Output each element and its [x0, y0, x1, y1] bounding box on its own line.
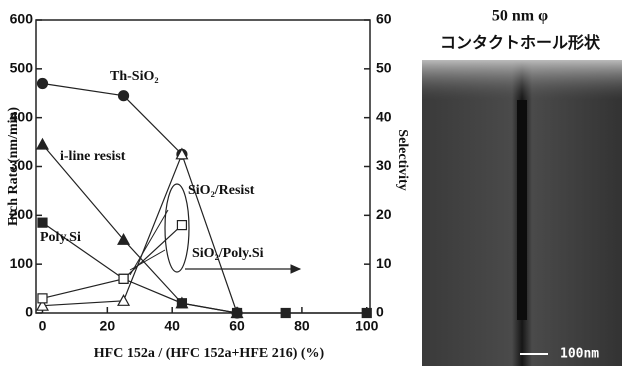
series-label: SiO₂/Poly.Si	[192, 246, 264, 261]
marker	[38, 294, 47, 303]
x-tick-label: 0	[39, 318, 47, 334]
series-label: Th-SiO₂	[110, 69, 159, 84]
y2-tick-label: 20	[376, 206, 392, 222]
y2-axis-label: Selectivity	[395, 129, 410, 190]
image-title: 50 nm φ	[492, 8, 548, 25]
scale-label: 100nm	[560, 347, 599, 362]
marker	[118, 295, 129, 305]
contact-hole	[517, 100, 527, 320]
x-tick-label: 60	[229, 318, 245, 334]
marker	[233, 309, 242, 318]
x-tick-label: 100	[355, 318, 379, 334]
marker	[281, 309, 290, 318]
marker	[37, 78, 47, 88]
x-tick-label: 40	[164, 318, 180, 334]
y-tick-label: 500	[10, 60, 34, 76]
marker	[119, 91, 129, 101]
y-tick-label: 0	[25, 304, 33, 320]
marker	[38, 218, 47, 227]
x-tick-label: 20	[100, 318, 116, 334]
marker	[119, 274, 128, 283]
y2-tick-label: 10	[376, 255, 392, 271]
marker	[177, 221, 186, 230]
image-subtitle: コンタクトホール形状	[440, 33, 601, 52]
marker	[37, 139, 48, 149]
series-label: Poly.Si	[40, 230, 81, 245]
series-line	[42, 223, 366, 313]
marker	[362, 309, 371, 318]
y-axis-label: Etch Rate (nm/min)	[6, 107, 21, 226]
x-tick-label: 80	[294, 318, 310, 334]
series-label: i-line resist	[60, 149, 126, 164]
sem-surface	[422, 60, 622, 100]
y2-tick-label: 30	[376, 157, 392, 173]
series-label: SiO₂/Resist	[188, 183, 255, 198]
y2-tick-label: 60	[376, 11, 392, 27]
figure: 0100200300400500600010203040506002040608…	[0, 0, 622, 366]
sem-image-panel: 100nm 50 nm φ コンタクトホール形状	[422, 8, 622, 366]
y2-tick-label: 50	[376, 60, 392, 76]
series-line	[42, 83, 237, 313]
x-axis-label: HFC 152a / (HFC 152a+HFE 216) (%)	[94, 346, 325, 361]
y-tick-label: 100	[10, 255, 34, 271]
y-tick-label: 600	[10, 11, 34, 27]
y2-tick-label: 40	[376, 108, 392, 124]
marker	[177, 299, 186, 308]
